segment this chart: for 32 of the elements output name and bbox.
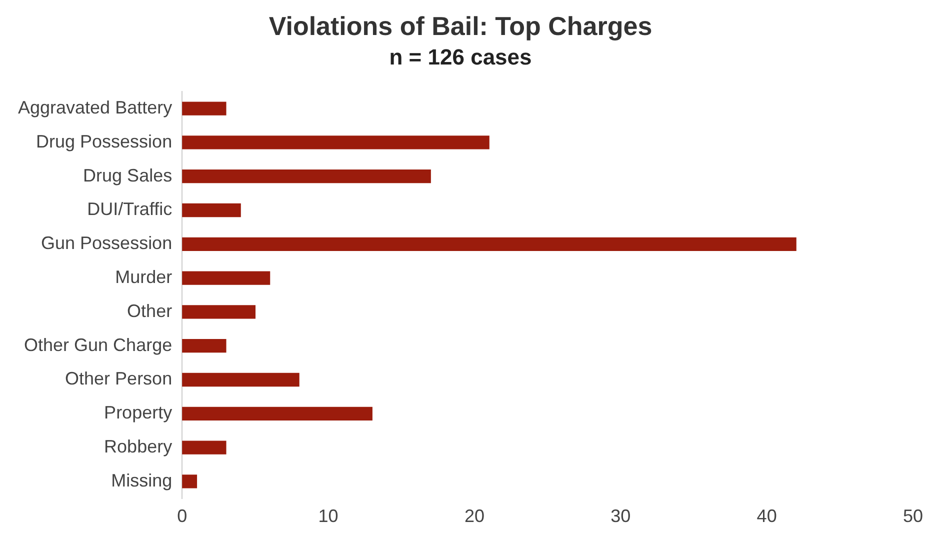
y-tick-label: Other Gun Charge bbox=[24, 334, 172, 355]
chart-title: Violations of Bail: Top Charges bbox=[268, 10, 652, 41]
y-tick-label: Gun Possession bbox=[41, 233, 172, 254]
x-tick-label: 40 bbox=[756, 506, 777, 526]
x-tick-label: 30 bbox=[610, 506, 631, 526]
bar bbox=[182, 271, 270, 285]
bar bbox=[182, 406, 372, 420]
bar bbox=[182, 372, 300, 387]
bar bbox=[182, 203, 241, 218]
x-tick-label: 20 bbox=[464, 506, 484, 526]
x-tick-label: 50 bbox=[902, 506, 924, 526]
bar bbox=[182, 440, 226, 454]
y-tick-label: Aggravated Battery bbox=[18, 98, 172, 118]
x-tick-label: 10 bbox=[318, 506, 338, 526]
bar bbox=[182, 305, 256, 319]
y-tick-label: Missing bbox=[111, 470, 172, 490]
y-tick-label: Murder bbox=[115, 267, 172, 288]
y-tick-label: Other Person bbox=[65, 368, 172, 389]
bar bbox=[182, 474, 198, 488]
bar bbox=[182, 237, 796, 251]
y-tick-label: Robbery bbox=[104, 436, 172, 457]
bar bbox=[182, 102, 226, 116]
y-tick-label: Other bbox=[127, 300, 172, 321]
chart-subtitle: n = 126 cases bbox=[389, 44, 532, 70]
bar bbox=[182, 339, 226, 353]
y-tick-label: Drug Possession bbox=[36, 131, 172, 152]
y-tick-label: Drug Sales bbox=[83, 165, 172, 186]
x-tick-label: 0 bbox=[177, 506, 188, 526]
bar bbox=[182, 136, 490, 150]
bar bbox=[182, 170, 431, 184]
y-tick-label: DUI/Traffic bbox=[87, 199, 172, 220]
y-tick-label: Property bbox=[104, 402, 172, 423]
